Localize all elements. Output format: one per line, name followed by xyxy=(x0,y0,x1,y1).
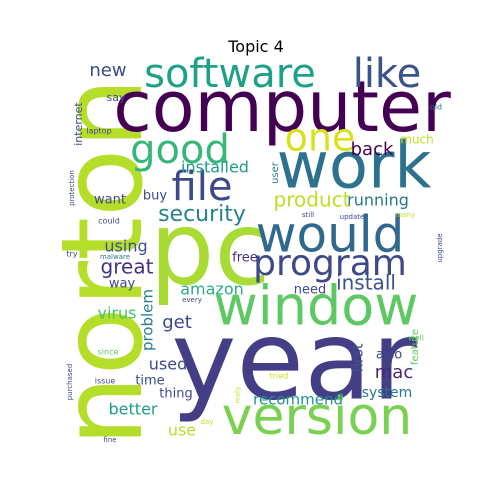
word-file: file xyxy=(172,164,233,210)
word-still: still xyxy=(302,211,314,219)
word-like: like xyxy=(353,51,422,97)
word-day: day xyxy=(201,418,214,426)
word-way: way xyxy=(109,277,136,292)
word-use: use xyxy=(168,421,196,440)
word-also: also xyxy=(376,348,402,363)
word-since: since xyxy=(98,348,119,357)
word-much: much xyxy=(400,133,434,147)
word-year: year xyxy=(171,296,417,424)
word-update: update xyxy=(340,213,365,221)
word-product: product xyxy=(274,188,351,212)
word-running: running xyxy=(347,191,409,210)
word-good: good xyxy=(130,127,230,173)
word-thing: thing xyxy=(159,387,192,402)
word-new: new xyxy=(89,60,126,81)
word-window: window xyxy=(214,275,419,338)
chart-title: Topic 4 xyxy=(227,37,284,56)
word-many: many xyxy=(395,211,415,219)
word-great: great xyxy=(101,255,154,279)
word-old: old xyxy=(430,103,442,112)
word-amazon: amazon xyxy=(180,280,244,299)
word-used: used xyxy=(149,355,187,374)
word-would: would xyxy=(256,206,405,264)
word-say: say xyxy=(107,91,126,104)
word-really: really xyxy=(235,386,242,403)
word-problem: problem xyxy=(139,289,157,351)
word-using: using xyxy=(104,237,147,256)
word-computer: computer xyxy=(113,66,451,148)
word-malware: malware xyxy=(100,253,130,261)
word-laptop: laptop xyxy=(86,127,111,136)
word-tried: tried xyxy=(270,372,289,381)
word-fine: fine xyxy=(103,436,116,444)
word-pc: pc xyxy=(150,190,271,309)
word-could: could xyxy=(98,217,120,226)
word-every: every xyxy=(182,296,202,304)
word-want: want xyxy=(94,193,126,208)
word-virus: virus xyxy=(98,304,137,323)
word-better: better xyxy=(109,400,158,419)
word-user: user xyxy=(270,161,281,184)
word-work: work xyxy=(277,130,432,204)
word-time: time xyxy=(135,374,164,389)
word-install: install xyxy=(336,271,396,295)
word-first: first xyxy=(349,343,367,372)
word-software: software xyxy=(144,51,316,97)
word-one: one xyxy=(285,116,356,160)
word-get: get xyxy=(162,312,192,333)
word-installed: installed xyxy=(181,158,249,177)
word-free: free xyxy=(232,251,258,266)
word-security: security xyxy=(158,202,246,227)
word-feature: feature xyxy=(410,329,421,365)
word-upgrade: upgrade xyxy=(436,233,444,262)
word-recommend: recommend xyxy=(253,391,343,409)
word-well: well xyxy=(408,334,424,343)
word-issue: issue xyxy=(95,377,116,386)
word-need: need xyxy=(294,283,327,298)
word-purchased: purchased xyxy=(66,364,74,401)
word-norton: norton xyxy=(38,78,168,447)
word-system: system xyxy=(362,385,413,401)
word-program: program xyxy=(253,243,407,284)
word-version: version xyxy=(222,387,412,447)
word-internet: internet xyxy=(72,102,85,146)
word-mac: mac xyxy=(375,362,413,383)
word-try: try xyxy=(66,250,77,259)
word-protection: protection xyxy=(68,170,76,206)
word-back: back xyxy=(351,139,394,160)
word-buy: buy xyxy=(143,189,167,204)
